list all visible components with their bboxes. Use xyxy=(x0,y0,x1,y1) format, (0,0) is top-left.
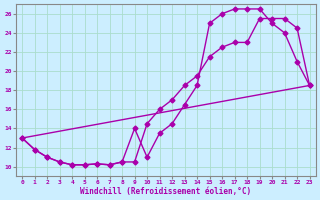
X-axis label: Windchill (Refroidissement éolien,°C): Windchill (Refroidissement éolien,°C) xyxy=(80,187,252,196)
